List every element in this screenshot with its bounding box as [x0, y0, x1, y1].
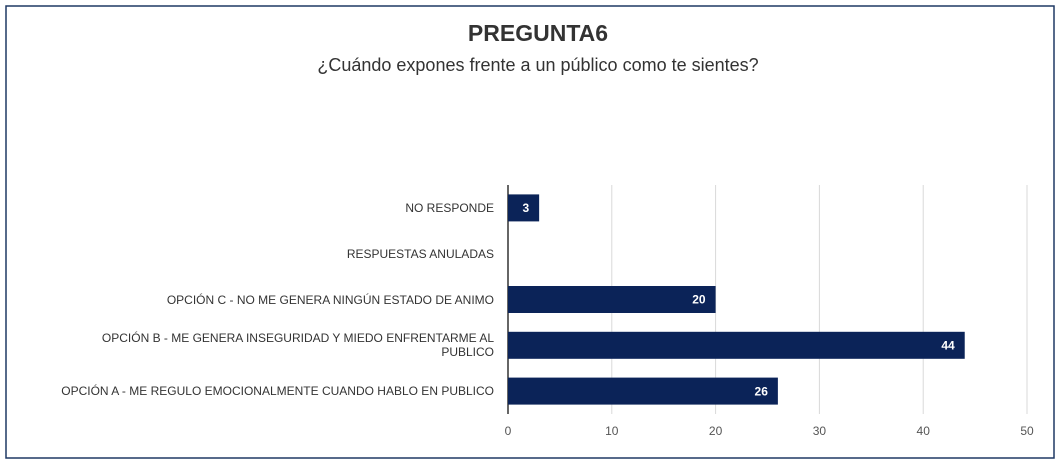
- x-tick-label: 0: [505, 424, 512, 438]
- bar: [508, 377, 778, 405]
- chart-title: PREGUNTA6: [468, 20, 608, 46]
- y-tick-label: OPCIÓN C - NO ME GENERA NINGÚN ESTADO DE…: [166, 292, 494, 307]
- bar: [508, 286, 716, 313]
- x-tick-label: 20: [709, 424, 723, 438]
- y-tick-label: NO RESPONDE: [405, 200, 494, 215]
- x-tick-label: 30: [813, 424, 827, 438]
- x-tick-label: 40: [917, 424, 931, 438]
- x-tick-label: 50: [1020, 424, 1034, 438]
- chart-subtitle: ¿Cuándo expones frente a un público como…: [317, 55, 758, 75]
- data-label: 3: [522, 201, 529, 215]
- y-tick-label: OPCIÓN B - ME GENERA INSEGURIDAD Y MIEDO…: [101, 331, 494, 360]
- y-tick-label: RESPUESTAS ANULADAS: [346, 246, 494, 261]
- data-label: 26: [755, 384, 769, 398]
- data-label: 20: [692, 293, 706, 307]
- x-tick-label: 10: [605, 424, 619, 438]
- bar: [508, 194, 540, 222]
- data-label: 44: [941, 338, 955, 352]
- bar: [508, 331, 965, 359]
- y-tick-label: OPCIÓN A - ME REGULO EMOCIONALMENTE CUAN…: [61, 384, 494, 399]
